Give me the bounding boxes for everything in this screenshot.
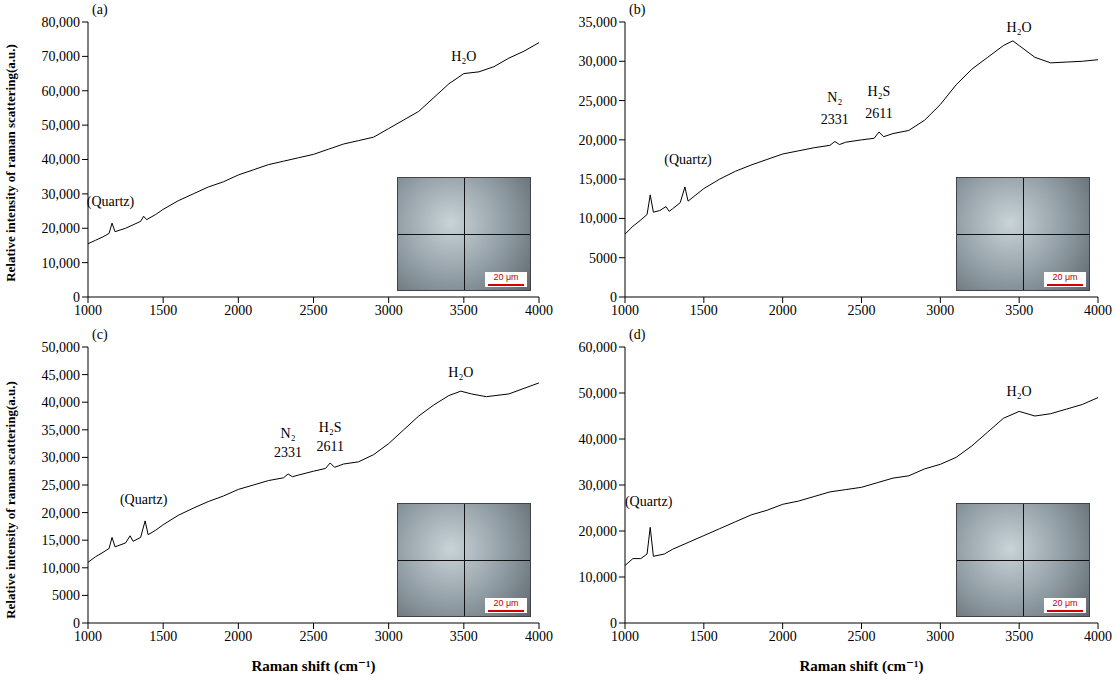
svg-text:25,000: 25,000 — [579, 94, 618, 109]
html-text:(a): (a) — [92, 2, 108, 17]
svg-text:3000: 3000 — [926, 629, 954, 644]
svg-text:35,000: 35,000 — [42, 423, 81, 438]
svg-text:50,000: 50,000 — [579, 386, 618, 401]
svg-text:4000: 4000 — [1084, 629, 1112, 644]
svg-text:70,000: 70,000 — [42, 49, 81, 64]
svg-text:2331: 2331 — [274, 445, 302, 460]
html-text:20 μm: 20 μm — [493, 272, 519, 282]
svg-text:H₂O: H₂O — [1007, 384, 1032, 399]
svg-text:Raman shift (cm⁻¹): Raman shift (cm⁻¹) — [251, 658, 375, 675]
svg-text:60,000: 60,000 — [42, 84, 81, 99]
svg-text:N₂: N₂ — [281, 426, 296, 441]
svg-text:3000: 3000 — [375, 629, 403, 644]
svg-text:0: 0 — [73, 616, 80, 631]
svg-text:2000: 2000 — [224, 303, 252, 318]
svg-text:(Quartz): (Quartz) — [664, 152, 712, 168]
svg-text:1000: 1000 — [611, 629, 639, 644]
html-text:20 μm: 20 μm — [1052, 272, 1078, 282]
svg-text:60,000: 60,000 — [579, 340, 618, 355]
svg-text:(Quartz): (Quartz) — [120, 492, 168, 508]
svg-text:2500: 2500 — [848, 629, 876, 644]
html-text:20 μm: 20 μm — [493, 598, 519, 608]
html-text:Relative intensity of raman sc: Relative intensity of raman scattering(a… — [3, 381, 18, 619]
svg-text:H₂S: H₂S — [319, 420, 342, 435]
svg-text:0: 0 — [610, 616, 617, 631]
svg-text:4000: 4000 — [1084, 303, 1112, 318]
html-text:(b): (b) — [629, 2, 646, 17]
svg-text:0: 0 — [610, 290, 617, 305]
svg-text:2000: 2000 — [769, 629, 797, 644]
svg-text:2611: 2611 — [316, 439, 343, 454]
svg-text:2611: 2611 — [865, 106, 892, 121]
svg-text:20,000: 20,000 — [579, 524, 618, 539]
svg-text:2000: 2000 — [224, 629, 252, 644]
svg-text:5000: 5000 — [589, 251, 617, 266]
svg-text:2331: 2331 — [821, 112, 849, 127]
svg-text:(Quartz): (Quartz) — [625, 494, 673, 510]
svg-text:20,000: 20,000 — [579, 133, 618, 148]
svg-text:2000: 2000 — [769, 303, 797, 318]
svg-text:10,000: 10,000 — [42, 256, 81, 271]
svg-text:10,000: 10,000 — [579, 211, 618, 226]
svg-text:H₂O: H₂O — [448, 365, 473, 380]
svg-text:3500: 3500 — [450, 303, 478, 318]
svg-text:H₂O: H₂O — [451, 49, 476, 64]
svg-text:2500: 2500 — [848, 303, 876, 318]
svg-text:25,000: 25,000 — [42, 478, 81, 493]
svg-text:1000: 1000 — [74, 629, 102, 644]
svg-text:30,000: 30,000 — [579, 54, 618, 69]
svg-text:40,000: 40,000 — [42, 395, 81, 410]
svg-text:1500: 1500 — [690, 629, 718, 644]
svg-text:N₂: N₂ — [827, 90, 842, 105]
svg-text:H₂O: H₂O — [1007, 20, 1032, 35]
svg-text:50,000: 50,000 — [42, 340, 81, 355]
svg-text:15,000: 15,000 — [42, 533, 81, 548]
html-text:(d): (d) — [629, 327, 646, 342]
svg-text:1000: 1000 — [74, 303, 102, 318]
svg-text:0: 0 — [73, 290, 80, 305]
svg-text:3000: 3000 — [926, 303, 954, 318]
svg-text:2500: 2500 — [300, 303, 328, 318]
svg-text:20,000: 20,000 — [42, 506, 81, 521]
svg-text:10,000: 10,000 — [579, 570, 618, 585]
svg-text:30,000: 30,000 — [42, 450, 81, 465]
svg-text:3500: 3500 — [1005, 303, 1033, 318]
svg-text:35,000: 35,000 — [579, 15, 618, 30]
svg-text:20,000: 20,000 — [42, 221, 81, 236]
svg-text:1500: 1500 — [690, 303, 718, 318]
html-text:Relative intensity of raman sc: Relative intensity of raman scattering(a… — [3, 43, 18, 282]
svg-text:4000: 4000 — [525, 629, 553, 644]
svg-text:80,000: 80,000 — [42, 15, 81, 30]
svg-text:5000: 5000 — [52, 588, 80, 603]
svg-text:10,000: 10,000 — [42, 561, 81, 576]
svg-text:40,000: 40,000 — [579, 432, 618, 447]
svg-text:3500: 3500 — [450, 629, 478, 644]
svg-text:40,000: 40,000 — [42, 152, 81, 167]
svg-text:3500: 3500 — [1005, 629, 1033, 644]
svg-text:45,000: 45,000 — [42, 368, 81, 383]
svg-text:1500: 1500 — [149, 629, 177, 644]
svg-text:2500: 2500 — [300, 629, 328, 644]
svg-text:50,000: 50,000 — [42, 118, 81, 133]
svg-text:Raman shift (cm⁻¹): Raman shift (cm⁻¹) — [799, 658, 923, 675]
svg-text:15,000: 15,000 — [579, 172, 618, 187]
svg-text:30,000: 30,000 — [42, 187, 81, 202]
html-text:(c): (c) — [92, 327, 108, 342]
html-text:20 μm: 20 μm — [1052, 598, 1078, 608]
svg-text:1500: 1500 — [149, 303, 177, 318]
svg-text:4000: 4000 — [525, 303, 553, 318]
svg-text:1000: 1000 — [611, 303, 639, 318]
svg-text:3000: 3000 — [375, 303, 403, 318]
svg-text:H₂S: H₂S — [868, 84, 891, 99]
svg-text:30,000: 30,000 — [579, 478, 618, 493]
svg-text:(Quartz): (Quartz) — [87, 194, 135, 210]
